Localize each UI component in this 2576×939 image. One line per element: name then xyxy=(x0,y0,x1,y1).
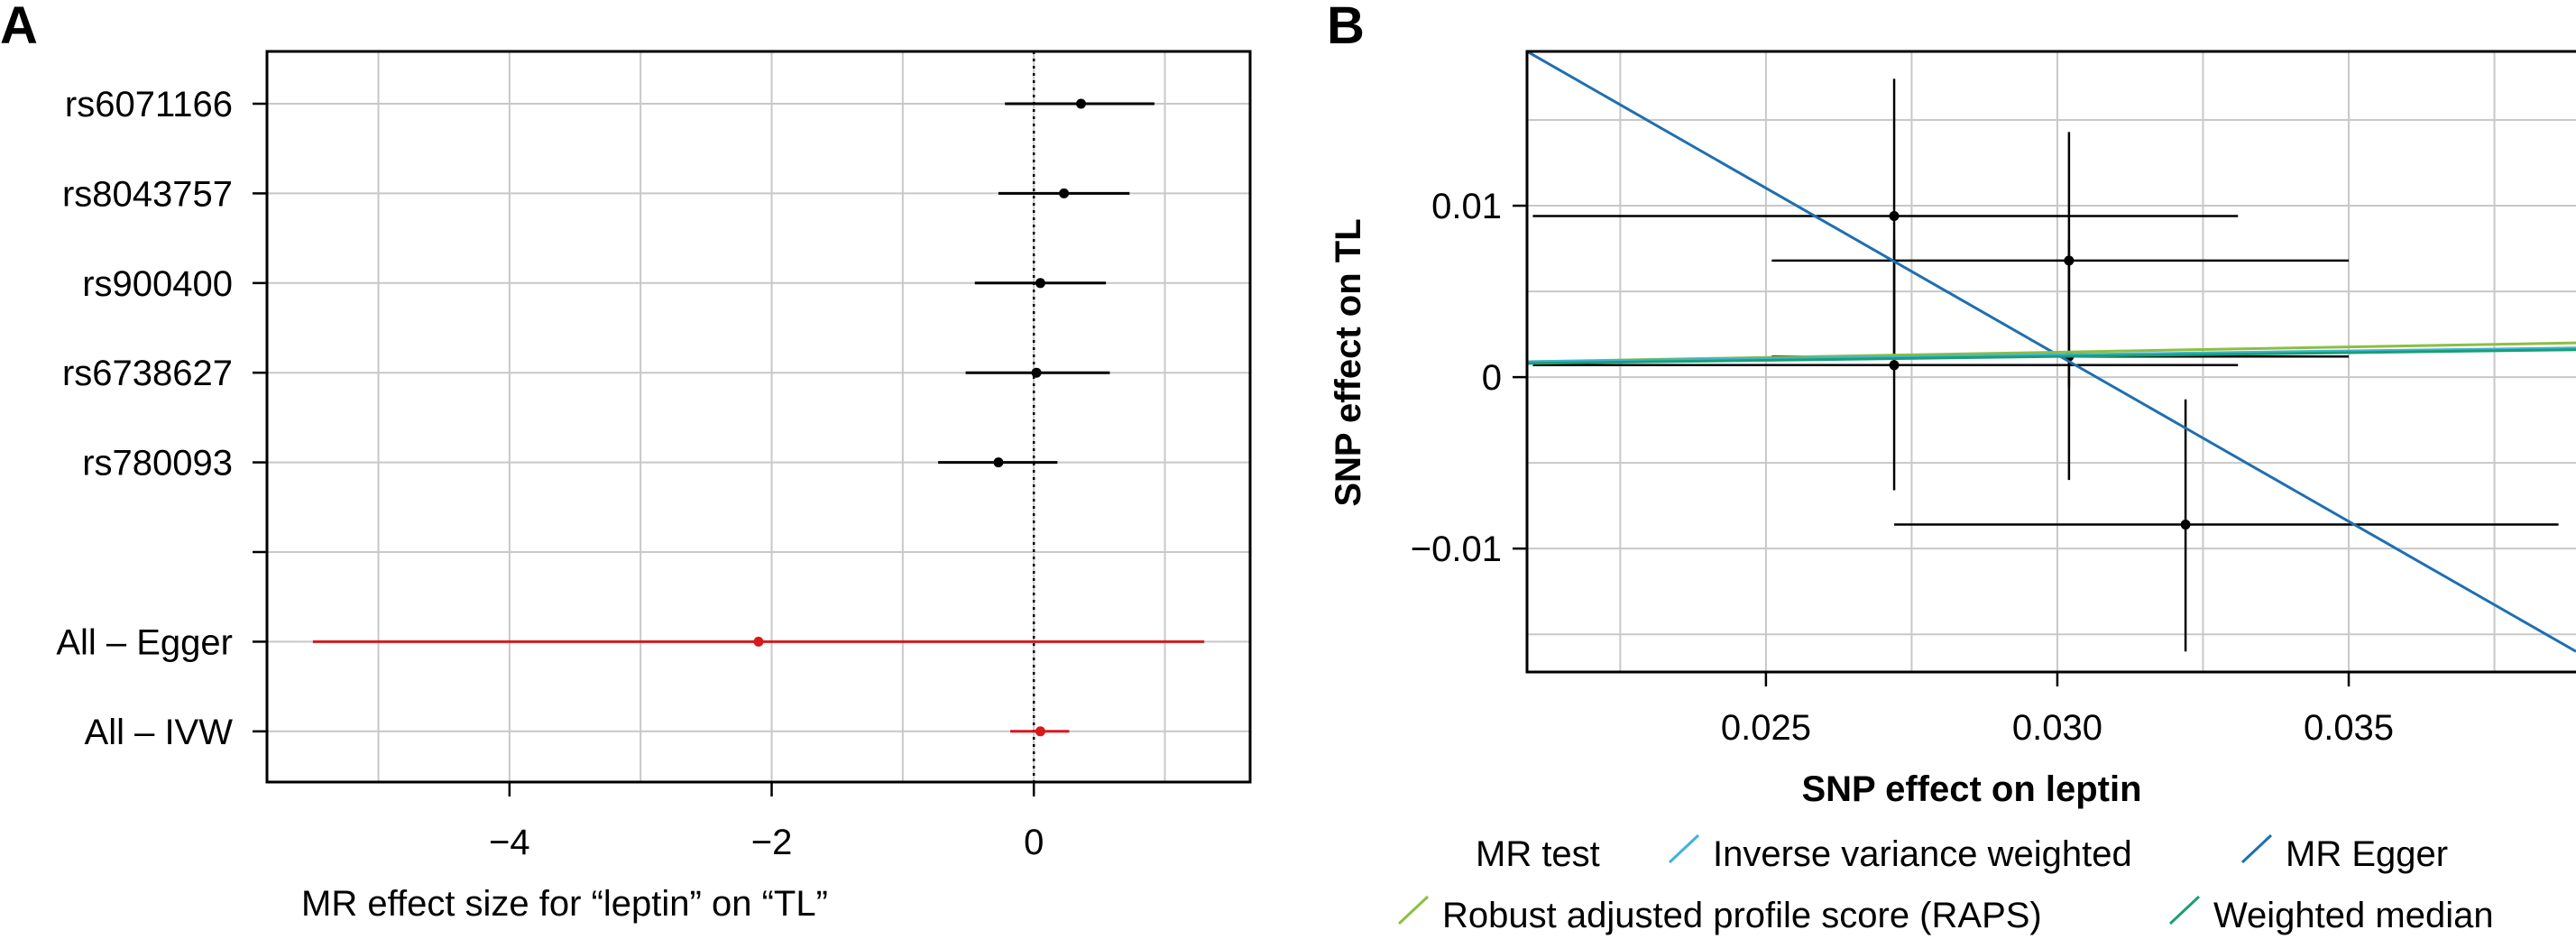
effect-estimate-point xyxy=(993,457,1004,468)
x-tick-label: −2 xyxy=(751,823,793,862)
panel-a-frame xyxy=(265,50,1252,784)
snp-point xyxy=(2180,520,2191,530)
mr-line xyxy=(1527,346,2576,364)
legend-label: Robust adjusted profile score (RAPS) xyxy=(1442,896,2042,935)
legend-label: Inverse variance weighted xyxy=(1713,834,2132,874)
y-tick-label: −0.01 xyxy=(1411,529,1502,569)
snp-point xyxy=(1889,360,1900,371)
panel-a-letter: A xyxy=(0,0,38,55)
x-tick-label: −4 xyxy=(489,823,530,862)
panel-a-marks xyxy=(312,51,1205,782)
legend-key xyxy=(1668,833,1700,864)
effect-estimate-point xyxy=(1076,98,1087,109)
panel-b-x-axis: 0.025 0.030 0.035 xyxy=(1721,672,2394,748)
panel-a-grid xyxy=(267,51,1250,782)
y-tick-label: rs6071166 xyxy=(65,85,233,124)
panel-b-letter: B xyxy=(1327,0,1365,55)
panel-b-legend: MR test Inverse variance weighted MR Egge… xyxy=(1397,833,2494,935)
y-tick-label: rs780093 xyxy=(82,444,233,483)
snp-point xyxy=(1889,210,1900,221)
panel-b-points xyxy=(1532,78,2559,652)
panel-a-x-axis: −4 −2 0 xyxy=(489,782,1044,862)
panel-b-frame xyxy=(1525,50,2576,674)
panel-a-x-axis-title: MR effect size for “leptin” on “TL” xyxy=(301,884,828,924)
panel-a-forest-plot: A rs6071166 rs8043757 rs900400 rs6738627 rs7… xyxy=(0,0,1252,924)
effect-estimate-point xyxy=(753,636,764,647)
x-tick-label: 0 xyxy=(1024,823,1044,862)
y-tick-label: rs900400 xyxy=(82,264,233,304)
legend-key xyxy=(2240,833,2273,864)
panel-b-grid xyxy=(1527,51,2576,672)
x-tick-label: 0.035 xyxy=(2304,708,2394,748)
legend-label: Weighted median xyxy=(2213,896,2494,935)
panel-b-regression-lines xyxy=(1527,51,2576,653)
x-tick-label: 0.030 xyxy=(2012,708,2102,748)
y-tick-label: 0 xyxy=(1482,358,1502,398)
legend-key xyxy=(2168,895,2201,925)
effect-estimate-point xyxy=(1035,278,1045,289)
panel-b-x-axis-title: SNP effect on leptin xyxy=(1801,769,2141,809)
effect-estimate-point xyxy=(1059,188,1070,198)
panel-a-y-axis: rs6071166 rs8043757 rs900400 rs6738627 rs780… xyxy=(56,85,267,752)
legend-title: MR test xyxy=(1476,834,1600,874)
y-tick-label: All – Egger xyxy=(56,622,233,662)
effect-estimate-point xyxy=(1031,367,1042,378)
panel-b-y-axis: 0.01 0 −0.01 xyxy=(1411,187,1527,569)
panel-b-scatter-plot: B 0.01 0 −0.01 0.025 0.030 0.035 SNP effect … xyxy=(1327,0,2576,935)
mr-line xyxy=(1527,348,2576,365)
effect-estimate-point xyxy=(1035,726,1045,737)
y-tick-label: rs8043757 xyxy=(62,174,233,214)
legend-label: MR Egger xyxy=(2286,834,2448,874)
legend-key xyxy=(1397,895,1430,925)
y-tick-label: rs6738627 xyxy=(62,354,233,393)
panel-b-y-axis-title: SNP effect on TL xyxy=(1329,218,1368,506)
y-tick-label: All – IVW xyxy=(85,713,234,752)
x-tick-label: 0.025 xyxy=(1721,708,1811,748)
y-tick-label: 0.01 xyxy=(1431,187,1502,226)
